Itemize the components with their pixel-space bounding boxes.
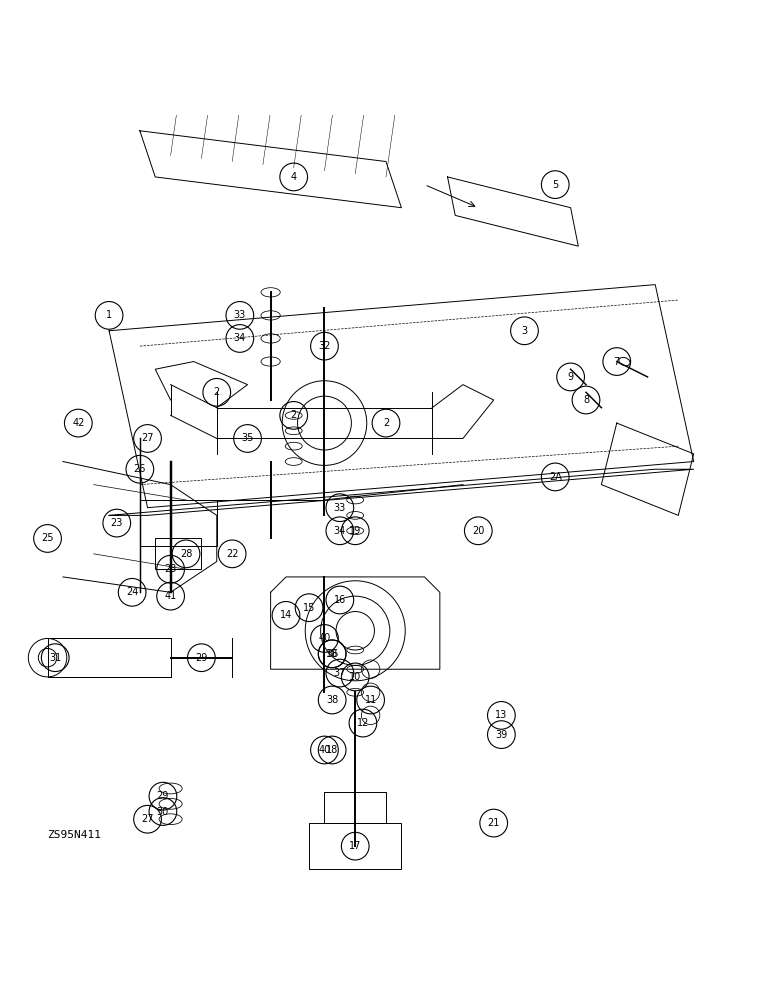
Text: 23: 23	[164, 564, 177, 574]
Text: 37: 37	[334, 668, 346, 678]
Text: 34: 34	[334, 526, 346, 536]
Bar	[155, 538, 201, 569]
Text: 21: 21	[487, 818, 500, 828]
Text: 15: 15	[303, 603, 315, 613]
Text: 31: 31	[49, 653, 61, 663]
Text: 30: 30	[157, 807, 169, 817]
Text: 25: 25	[41, 533, 54, 543]
Text: 33: 33	[234, 310, 246, 320]
Text: 38: 38	[326, 695, 338, 705]
Text: 10: 10	[349, 672, 361, 682]
Text: 12: 12	[357, 718, 369, 728]
Text: 23: 23	[110, 518, 123, 528]
Bar	[140, 500, 217, 546]
Text: 17: 17	[349, 841, 361, 851]
Text: 14: 14	[280, 610, 292, 620]
Text: 39: 39	[496, 730, 507, 740]
Text: 35: 35	[242, 433, 254, 443]
Text: 7: 7	[614, 357, 620, 367]
Text: 3: 3	[521, 326, 527, 336]
Text: 29: 29	[195, 653, 208, 663]
Text: 22: 22	[226, 549, 239, 559]
Text: 11: 11	[364, 695, 377, 705]
Text: 2A: 2A	[549, 472, 562, 482]
Text: 2: 2	[290, 410, 296, 420]
Text: 5: 5	[552, 180, 558, 190]
Text: 13: 13	[496, 710, 507, 720]
Text: 40: 40	[318, 633, 330, 643]
Text: 33: 33	[334, 503, 346, 513]
Text: 27: 27	[141, 814, 154, 824]
Text: 8: 8	[583, 395, 589, 405]
Text: 20: 20	[472, 526, 485, 536]
Text: 36: 36	[326, 649, 338, 659]
Text: 29: 29	[157, 791, 169, 801]
Text: 34: 34	[234, 333, 246, 343]
Text: 16: 16	[334, 595, 346, 605]
Text: 1: 1	[106, 310, 112, 320]
Text: 18: 18	[326, 745, 338, 755]
Text: 24: 24	[126, 587, 138, 597]
Text: 2: 2	[214, 387, 220, 397]
Text: 32: 32	[318, 341, 330, 351]
Text: 2: 2	[383, 418, 389, 428]
Text: 19: 19	[349, 526, 361, 536]
Text: 26: 26	[134, 464, 146, 474]
Text: 41: 41	[164, 591, 177, 601]
Ellipse shape	[619, 357, 630, 366]
Text: ZS95N411: ZS95N411	[48, 830, 102, 840]
Text: 4: 4	[290, 172, 296, 182]
Text: 27: 27	[141, 433, 154, 443]
Text: 42: 42	[72, 418, 84, 428]
Text: 28: 28	[180, 549, 192, 559]
Text: 18: 18	[326, 649, 338, 659]
Text: 9: 9	[567, 372, 574, 382]
Text: 40: 40	[318, 745, 330, 755]
Bar	[309, 823, 401, 869]
